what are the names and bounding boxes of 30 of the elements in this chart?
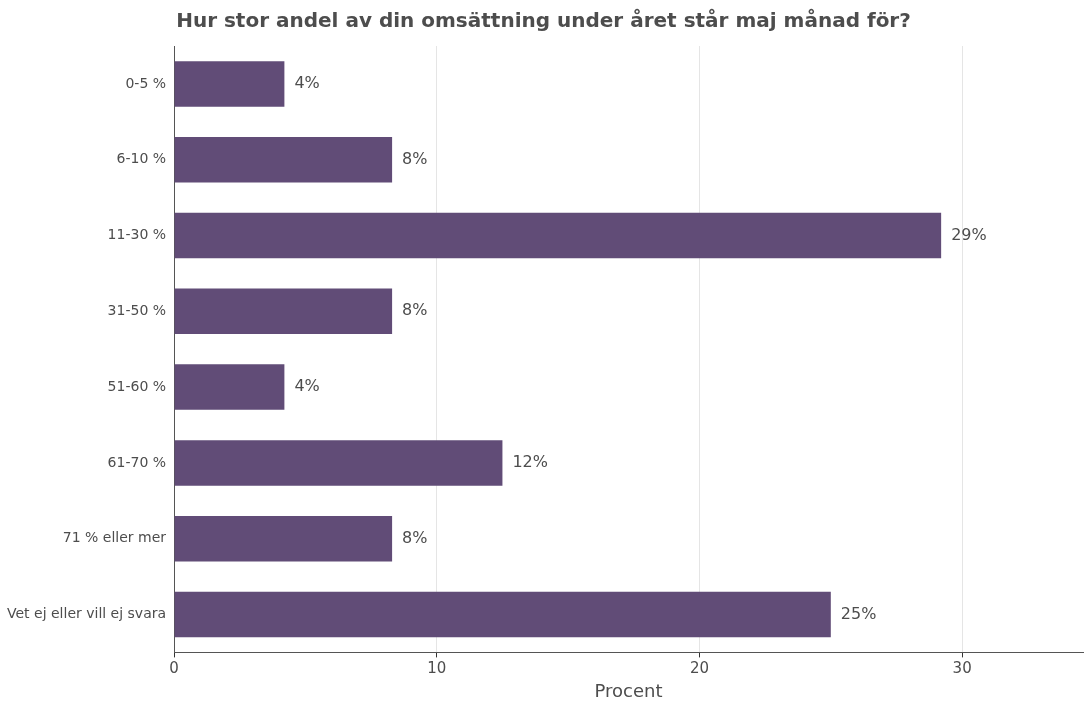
data-label: 8% bbox=[402, 148, 428, 168]
data-label: 29% bbox=[951, 224, 987, 244]
x-tick-label: 20 bbox=[689, 659, 710, 678]
data-label: 8% bbox=[402, 300, 428, 320]
x-tick-label: 10 bbox=[427, 659, 447, 678]
bar bbox=[174, 364, 285, 410]
chart-title: Hur stor andel av din omsättning under året står maj månad för? bbox=[176, 8, 911, 33]
bar bbox=[174, 136, 393, 183]
x-axis-title: Procent bbox=[594, 679, 663, 701]
x-tick-label: 30 bbox=[952, 659, 972, 678]
bar bbox=[174, 61, 285, 107]
bar bbox=[174, 515, 393, 562]
y-tick-label: 31-50 % bbox=[107, 301, 167, 318]
y-tick-label: 61-70 % bbox=[107, 453, 167, 470]
bar bbox=[174, 591, 831, 638]
data-label: 8% bbox=[402, 527, 428, 547]
y-tick-label: 0-5 % bbox=[125, 74, 167, 91]
bar bbox=[174, 440, 503, 486]
x-tick-label: 0 bbox=[169, 659, 179, 678]
y-tick-label: 11-30 % bbox=[107, 226, 167, 243]
y-tick-label: 71 % eller mer bbox=[62, 529, 167, 546]
y-tick-label: 6-10 % bbox=[116, 150, 167, 167]
y-tick-label: Vet ej eller vill ej svara bbox=[7, 605, 167, 622]
bar bbox=[174, 288, 393, 335]
data-label: 12% bbox=[512, 452, 548, 472]
data-label: 4% bbox=[294, 73, 320, 93]
bar bbox=[174, 212, 942, 259]
data-label: 25% bbox=[840, 603, 877, 623]
y-tick-label: 51-60 % bbox=[107, 377, 167, 394]
data-label: 4% bbox=[294, 376, 320, 396]
